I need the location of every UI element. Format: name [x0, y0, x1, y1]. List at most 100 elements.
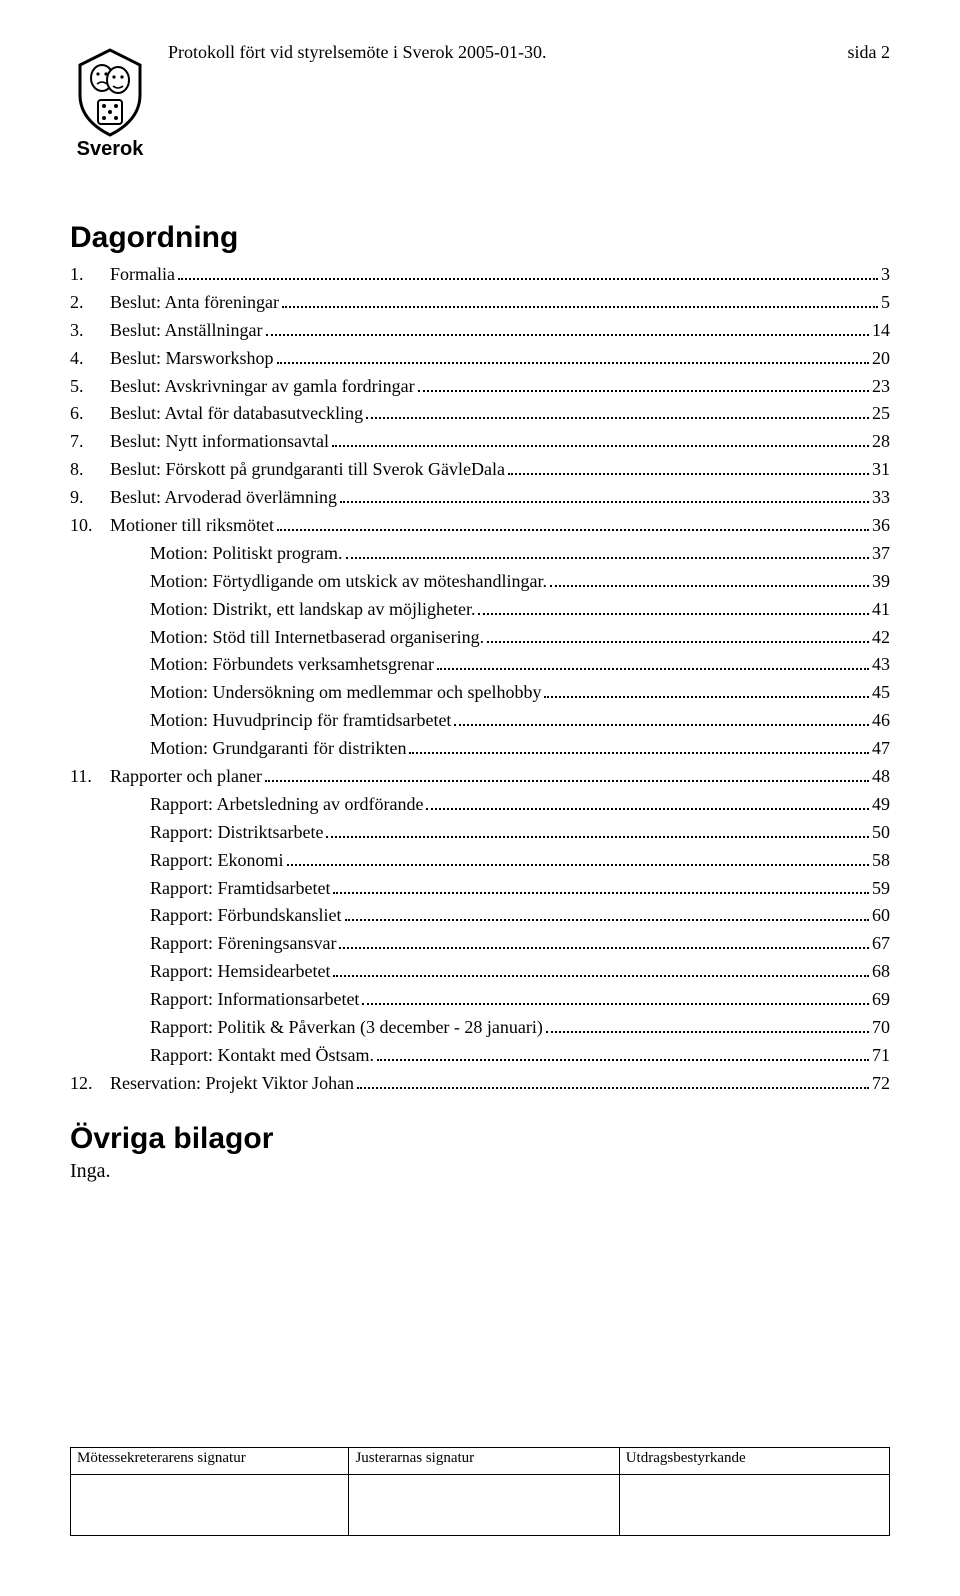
toc-leader-dots: [357, 1074, 869, 1089]
toc-item-page: 58: [872, 847, 890, 875]
toc-item-label: Motion: Undersökning om medlemmar och sp…: [150, 679, 541, 707]
toc-item-label: Rapport: Distriktsarbete: [150, 819, 323, 847]
toc-subitem: Rapport: Förbundskansliet60: [70, 902, 890, 930]
toc-leader-dots: [178, 265, 878, 280]
toc-item-label: Rapport: Framtidsarbetet: [150, 875, 330, 903]
toc-leader-dots: [418, 377, 869, 392]
toc-item-page: 68: [872, 958, 890, 986]
toc-leader-dots: [287, 851, 870, 866]
toc-leader-dots: [362, 991, 869, 1006]
toc-item-label: Rapport: Ekonomi: [150, 847, 284, 875]
toc-item-page: 49: [872, 791, 890, 819]
toc-leader-dots: [546, 1018, 869, 1033]
toc-item: 11.Rapporter och planer48: [70, 763, 890, 791]
toc-item-label: Beslut: Förskott på grundgaranti till Sv…: [110, 456, 505, 484]
toc-item: 8.Beslut: Förskott på grundgaranti till …: [70, 456, 890, 484]
toc-subitem: Motion: Huvudprincip för framtidsarbetet…: [70, 707, 890, 735]
toc-item-page: 20: [872, 345, 890, 373]
toc-leader-dots: [454, 712, 869, 727]
toc-item-label: Formalia: [110, 261, 175, 289]
toc-item-page: 42: [872, 624, 890, 652]
toc-subitem: Rapport: Arbetsledning av ordförande 49: [70, 791, 890, 819]
toc-leader-dots: [332, 433, 869, 448]
toc-leader-dots: [333, 879, 869, 894]
toc-item-page: 3: [881, 261, 890, 289]
document-title: Protokoll fört vid styrelsemöte i Sverok…: [168, 42, 546, 63]
toc-item-label: Reservation: Projekt Viktor Johan: [110, 1070, 354, 1098]
toc-leader-dots: [282, 293, 878, 308]
toc-item-number: 2.: [70, 289, 110, 317]
toc-item: 3.Beslut: Anställningar14: [70, 317, 890, 345]
toc-subitem: Rapport: Föreningsansvar67: [70, 930, 890, 958]
signature-cell: [71, 1475, 349, 1536]
page-number: sida 2: [848, 42, 891, 63]
toc-subitem: Motion: Förtydligande om utskick av möte…: [70, 568, 890, 596]
toc-item-label: Beslut: Arvoderad överlämning: [110, 484, 337, 512]
toc-item: 10.Motioner till riksmötet36: [70, 512, 890, 540]
toc-item-number: 3.: [70, 317, 110, 345]
heading-agenda: Dagordning: [70, 221, 890, 255]
toc-leader-dots: [508, 461, 869, 476]
toc-item: 6.Beslut: Avtal för databasutveckling25: [70, 400, 890, 428]
toc-item-label: Motion: Förtydligande om utskick av möte…: [150, 568, 547, 596]
toc-item-page: 71: [872, 1042, 890, 1070]
toc-item-label: Beslut: Avskrivningar av gamla fordringa…: [110, 373, 415, 401]
toc-item-page: 31: [872, 456, 890, 484]
toc-item: 4.Beslut: Marsworkshop20: [70, 345, 890, 373]
footer-col-secretary: Mötessekreterarens signatur: [71, 1448, 349, 1475]
toc-item-label: Rapport: Informationsarbetet: [150, 986, 359, 1014]
toc-item-label: Motion: Stöd till Internetbaserad organi…: [150, 624, 484, 652]
toc-item-label: Motion: Politiskt program.: [150, 540, 343, 568]
toc-item-page: 33: [872, 484, 890, 512]
toc-item-number: 10.: [70, 512, 110, 540]
toc-item-label: Rapporter och planer: [110, 763, 262, 791]
toc-leader-dots: [265, 767, 869, 782]
toc-item-label: Motion: Förbundets verksamhetsgrenar: [150, 651, 434, 679]
toc-item: 5.Beslut: Avskrivningar av gamla fordrin…: [70, 373, 890, 401]
toc-item-label: Rapport: Arbetsledning av ordförande: [150, 791, 423, 819]
toc-subitem: Motion: Grundgaranti för distrikten47: [70, 735, 890, 763]
toc-subitem: Rapport: Politik & Påverkan (3 december …: [70, 1014, 890, 1042]
toc-leader-dots: [366, 405, 869, 420]
toc-item-page: 46: [872, 707, 890, 735]
toc-item-label: Motion: Huvudprincip för framtidsarbetet: [150, 707, 451, 735]
toc-leader-dots: [377, 1046, 869, 1061]
toc-item-number: 5.: [70, 373, 110, 401]
toc-item-page: 72: [872, 1070, 890, 1098]
toc-item-label: Beslut: Marsworkshop: [110, 345, 274, 373]
footer-col-adjusters: Justerarnas signatur: [349, 1448, 619, 1475]
toc-leader-dots: [550, 572, 869, 587]
toc-item-label: Motion: Grundgaranti för distrikten: [150, 735, 406, 763]
toc-leader-dots: [409, 740, 869, 755]
toc-item-page: 36: [872, 512, 890, 540]
toc-item-page: 41: [872, 596, 890, 624]
toc-item-label: Rapport: Föreningsansvar: [150, 930, 336, 958]
signature-cell: [349, 1475, 619, 1536]
sverok-logo: Sverok: [70, 40, 150, 161]
signature-cell: [619, 1475, 889, 1536]
toc-item-page: 45: [872, 679, 890, 707]
toc-leader-dots: [544, 684, 869, 699]
toc-item-page: 43: [872, 651, 890, 679]
toc-item: 2.Beslut: Anta föreningar5: [70, 289, 890, 317]
toc-leader-dots: [266, 321, 870, 336]
toc-item-page: 25: [872, 400, 890, 428]
toc-subitem: Rapport: Kontakt med Östsam. 71: [70, 1042, 890, 1070]
toc-item-number: 9.: [70, 484, 110, 512]
toc-item-label: Rapport: Kontakt med Östsam.: [150, 1042, 374, 1070]
signature-table: Mötessekreterarens signatur Justerarnas …: [70, 1447, 890, 1536]
toc-subitem: Motion: Förbundets verksamhetsgrenar 43: [70, 651, 890, 679]
toc-item-page: 5: [881, 289, 890, 317]
footer-col-certify: Utdragsbestyrkande: [619, 1448, 889, 1475]
toc-subitem: Rapport: Framtidsarbetet59: [70, 875, 890, 903]
toc-item-number: 6.: [70, 400, 110, 428]
toc-leader-dots: [346, 544, 869, 559]
toc-item: 9.Beslut: Arvoderad överlämning 33: [70, 484, 890, 512]
toc-item-page: 23: [872, 373, 890, 401]
toc-item-page: 39: [872, 568, 890, 596]
toc-leader-dots: [487, 628, 869, 643]
toc-item-label: Rapport: Förbundskansliet: [150, 902, 342, 930]
toc-subitem: Rapport: Ekonomi 58: [70, 847, 890, 875]
toc-leader-dots: [437, 656, 869, 671]
toc-subitem: Motion: Politiskt program.37: [70, 540, 890, 568]
